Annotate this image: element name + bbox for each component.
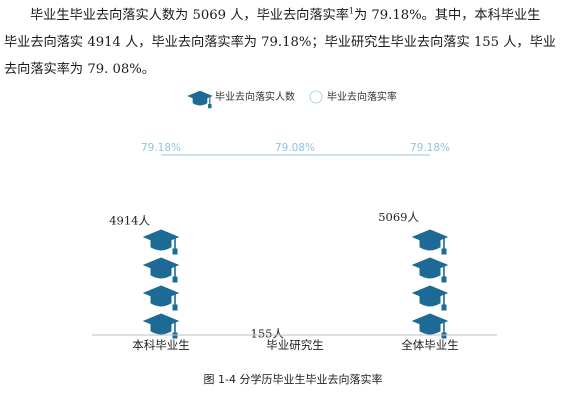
graduation-cap-icon <box>412 285 448 311</box>
circle-marker-icon <box>309 90 323 104</box>
footnote-marker: 1 <box>348 6 354 16</box>
x-tick-label: 本科毕业生 <box>132 338 190 352</box>
count-data-label: 5069人 <box>378 210 419 224</box>
graduation-cap-icon <box>412 313 448 339</box>
x-axis-labels: 本科毕业生 毕业研究生 全体毕业生 <box>132 338 459 352</box>
pictograph-stack: 155人 <box>251 326 285 340</box>
legend-label-rate: 毕业去向落实率 <box>327 90 397 103</box>
count-data-label: 155人 <box>251 326 285 340</box>
intro-paragraph: 毕业生毕业去向落实人数为 5069 人，毕业去向落实率1为 79.18%。其中，… <box>4 2 582 83</box>
graduation-cap-icon <box>412 257 448 283</box>
pictograph-stack: 5069人 <box>378 210 448 339</box>
rate-data-label: 79.18% <box>141 142 181 154</box>
x-tick-label: 全体毕业生 <box>401 338 459 352</box>
graduation-cap-icon <box>143 229 179 255</box>
paragraph-line-3: 去向落实率为 79. 08%。 <box>4 62 155 77</box>
rate-data-label: 79.18% <box>410 142 450 154</box>
graduation-cap-icon <box>412 229 448 255</box>
count-series: 4914人 155人 5069人 <box>109 210 448 340</box>
paragraph-line-1-text-a: 毕业生毕业去向落实人数为 5069 人，毕业去向落实率 <box>30 8 349 23</box>
x-tick-label: 毕业研究生 <box>266 338 324 352</box>
paragraph-line-1-text-b: 为 79.18%。其中，本科毕业生 <box>353 8 541 23</box>
graduation-destination-chart: 毕业去向落实人数 毕业去向落实率 79.18% 79.08% 79.18% 4914… <box>92 90 497 352</box>
pictograph-stack: 4914人 <box>109 214 179 339</box>
legend-label-count: 毕业去向落实人数 <box>215 90 295 103</box>
rate-series: 79.18% 79.08% 79.18% <box>141 142 450 156</box>
count-data-label: 4914人 <box>109 214 150 228</box>
figure-caption: 图 1-4 分学历毕业生毕业去向落实率 <box>203 373 383 386</box>
graduation-cap-icon <box>143 257 179 283</box>
graduation-cap-icon <box>143 313 179 339</box>
rate-data-label: 79.08% <box>275 142 315 154</box>
chart-legend: 毕业去向落实人数 毕业去向落实率 <box>187 90 397 109</box>
paragraph-line-1: 毕业生毕业去向落实人数为 5069 人，毕业去向落实率1为 79.18%。其中，… <box>4 2 582 29</box>
legend-item-count: 毕业去向落实人数 <box>187 90 295 109</box>
graduation-cap-icon <box>187 90 213 109</box>
graduation-cap-icon <box>143 285 179 311</box>
legend-item-rate: 毕业去向落实率 <box>309 90 397 104</box>
paragraph-line-2: 毕业去向落实 4914 人，毕业去向落实率为 79.18%；毕业研究生毕业去向落… <box>4 35 556 50</box>
